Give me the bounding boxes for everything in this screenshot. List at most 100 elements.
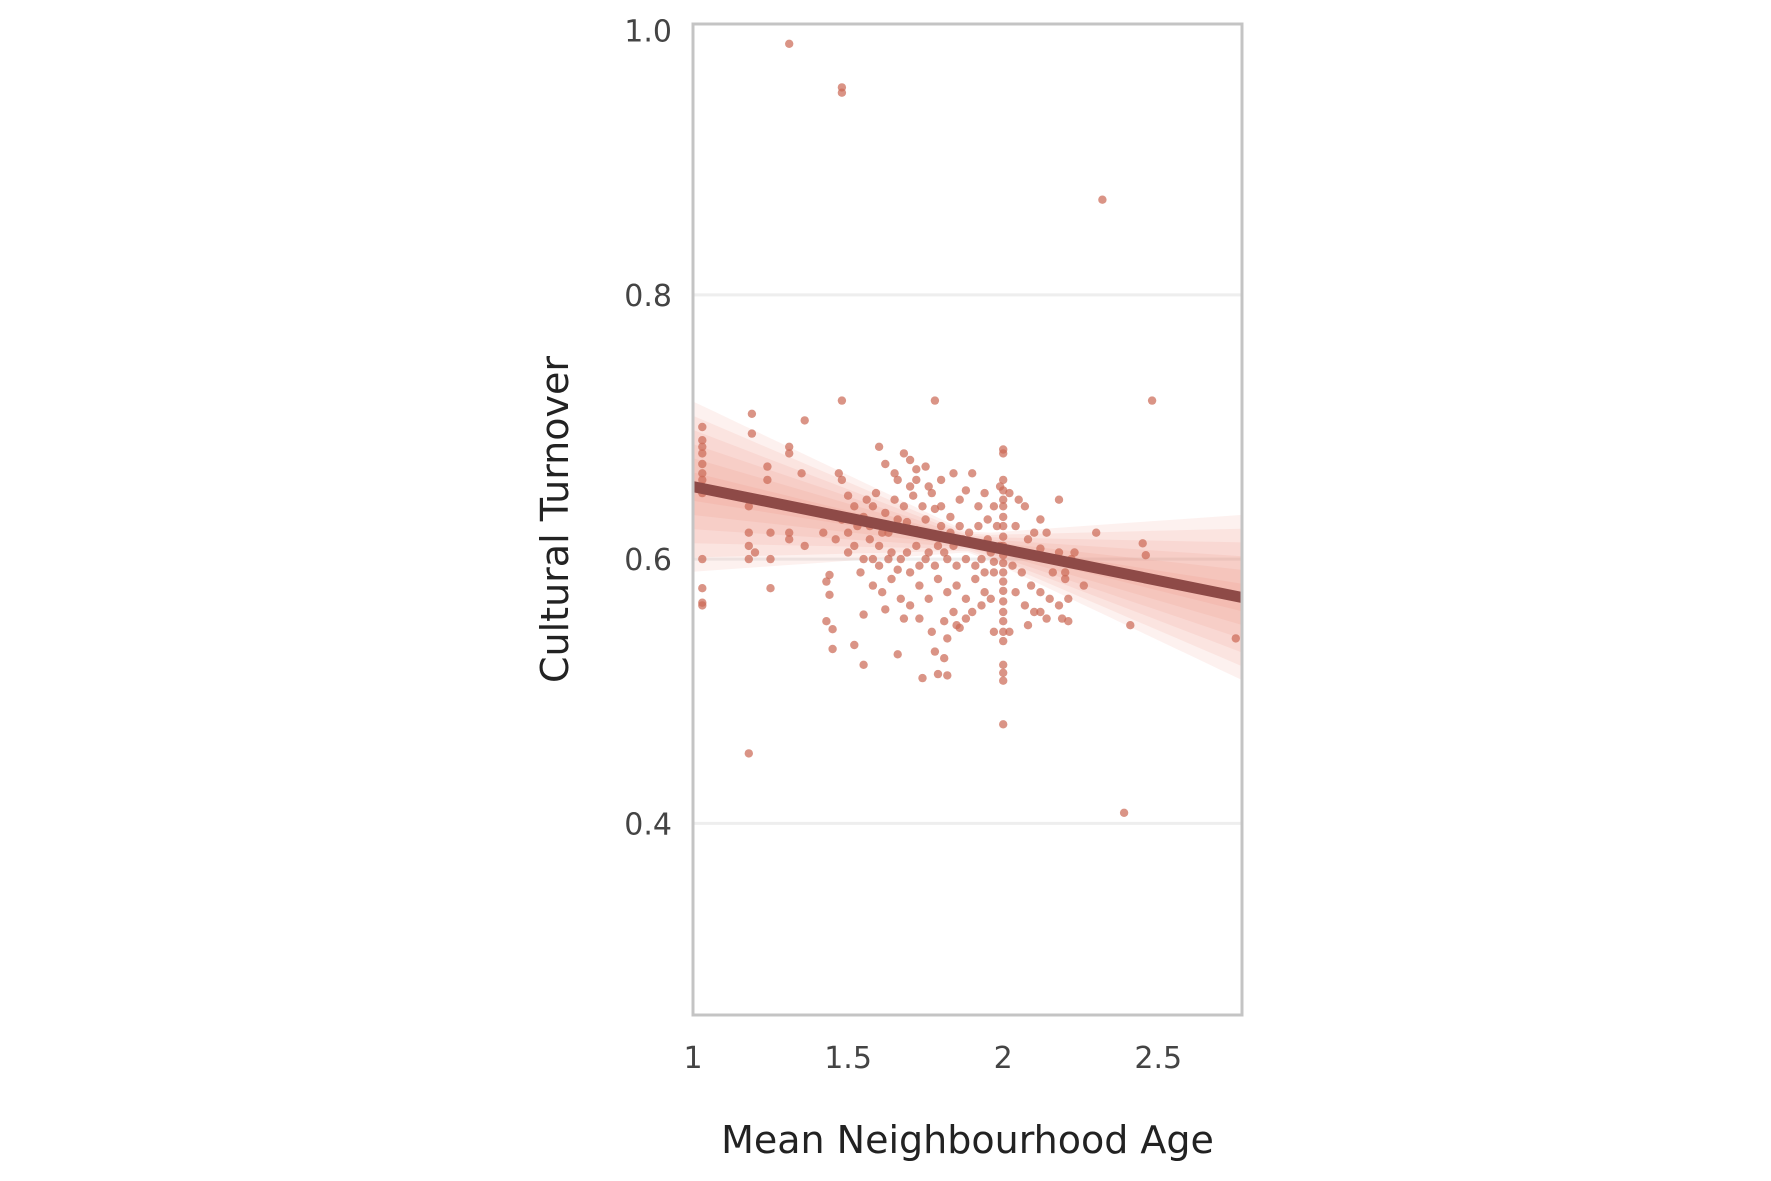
data-point-217 — [989, 557, 999, 566]
data-point-50 — [933, 669, 943, 679]
data-point-178 — [1064, 594, 1073, 603]
data-point-109 — [921, 554, 930, 564]
data-point-65 — [1092, 528, 1101, 537]
data-point-26 — [763, 475, 772, 485]
data-point-177 — [1054, 601, 1064, 610]
data-point-4 — [1147, 396, 1157, 405]
data-point-33 — [766, 528, 775, 537]
data-point-233 — [949, 469, 958, 478]
data-point-127 — [933, 574, 943, 584]
data-point-106 — [893, 565, 902, 574]
data-point-175 — [1036, 588, 1045, 597]
data-point-136 — [899, 614, 909, 623]
data-point-156 — [999, 586, 1008, 596]
y-tick-label: 0.8 — [624, 279, 672, 314]
data-point-126 — [924, 594, 933, 603]
data-point-121 — [878, 588, 887, 597]
data-point-199 — [974, 521, 983, 531]
data-point-64 — [1079, 581, 1089, 590]
data-point-15 — [698, 475, 707, 485]
data-point-132 — [980, 588, 989, 597]
data-point-54 — [989, 627, 999, 636]
data-point-45 — [828, 644, 837, 654]
x-axis-title: Mean Neighbourhood Age — [721, 1118, 1214, 1162]
data-point-78 — [874, 442, 884, 451]
data-point-37 — [785, 535, 794, 544]
data-point-229 — [940, 654, 949, 663]
data-point-193 — [918, 502, 927, 511]
data-point-124 — [905, 601, 915, 610]
data-point-223 — [843, 548, 853, 557]
data-point-47 — [859, 660, 868, 669]
data-point-111 — [940, 548, 949, 557]
data-point-42 — [825, 590, 834, 599]
data-point-8 — [800, 416, 809, 425]
data-point-61 — [1036, 607, 1045, 617]
data-point-135 — [881, 605, 890, 614]
data-point-123 — [896, 594, 905, 603]
data-point-158 — [999, 607, 1008, 617]
data-point-174 — [1026, 581, 1036, 590]
data-point-63 — [1064, 617, 1073, 626]
data-point-31 — [744, 554, 753, 564]
data-point-56 — [999, 668, 1008, 677]
data-point-83 — [912, 465, 921, 474]
data-point-11 — [698, 442, 707, 451]
data-point-173 — [1017, 568, 1026, 577]
data-point-75 — [850, 502, 859, 511]
data-point-189 — [1048, 568, 1058, 577]
data-point-108 — [912, 541, 921, 551]
data-point-125 — [915, 581, 924, 590]
data-point-0 — [785, 39, 794, 48]
data-point-70 — [744, 749, 753, 758]
data-point-208 — [905, 568, 915, 577]
data-point-149 — [999, 521, 1008, 531]
data-point-181 — [1030, 607, 1039, 617]
y-tick-label: 0.6 — [624, 543, 672, 578]
data-point-81 — [899, 449, 909, 458]
data-point-235 — [924, 482, 933, 491]
data-point-119 — [850, 541, 859, 551]
data-point-57 — [999, 676, 1008, 685]
data-point-203 — [871, 488, 881, 498]
data-point-44 — [828, 625, 837, 634]
data-point-222 — [831, 535, 840, 544]
data-point-131 — [971, 574, 980, 584]
data-point-103 — [992, 521, 1002, 531]
data-point-148 — [999, 512, 1008, 522]
data-point-107 — [902, 548, 912, 557]
data-point-171 — [1061, 568, 1070, 577]
data-point-140 — [977, 601, 986, 610]
data-point-165 — [1011, 521, 1020, 531]
x-tick-label: 2.5 — [1134, 1041, 1182, 1076]
data-point-187 — [1061, 574, 1070, 584]
data-point-104 — [874, 561, 884, 570]
data-point-67 — [1141, 551, 1151, 560]
data-point-147 — [999, 502, 1008, 511]
data-point-55 — [999, 660, 1008, 669]
data-point-206 — [887, 548, 896, 557]
data-points — [698, 39, 1241, 817]
data-point-10 — [698, 436, 707, 445]
data-point-179 — [1011, 588, 1020, 597]
data-point-68 — [1126, 621, 1135, 630]
data-point-19 — [698, 584, 707, 593]
data-point-27 — [797, 469, 806, 478]
data-point-80 — [890, 469, 899, 478]
data-point-9 — [698, 422, 707, 432]
data-point-143 — [999, 449, 1008, 458]
data-point-82 — [905, 455, 915, 465]
data-point-18 — [698, 554, 707, 564]
data-point-146 — [999, 495, 1008, 504]
data-point-97 — [946, 512, 955, 522]
data-point-155 — [999, 577, 1008, 586]
data-point-85 — [893, 475, 902, 485]
data-point-129 — [952, 581, 961, 590]
data-point-191 — [899, 502, 909, 511]
data-point-216 — [980, 568, 989, 577]
data-point-79 — [881, 459, 890, 469]
data-point-134 — [859, 610, 868, 619]
data-point-96 — [936, 502, 946, 511]
data-point-220 — [843, 528, 853, 537]
data-point-84 — [921, 462, 930, 471]
